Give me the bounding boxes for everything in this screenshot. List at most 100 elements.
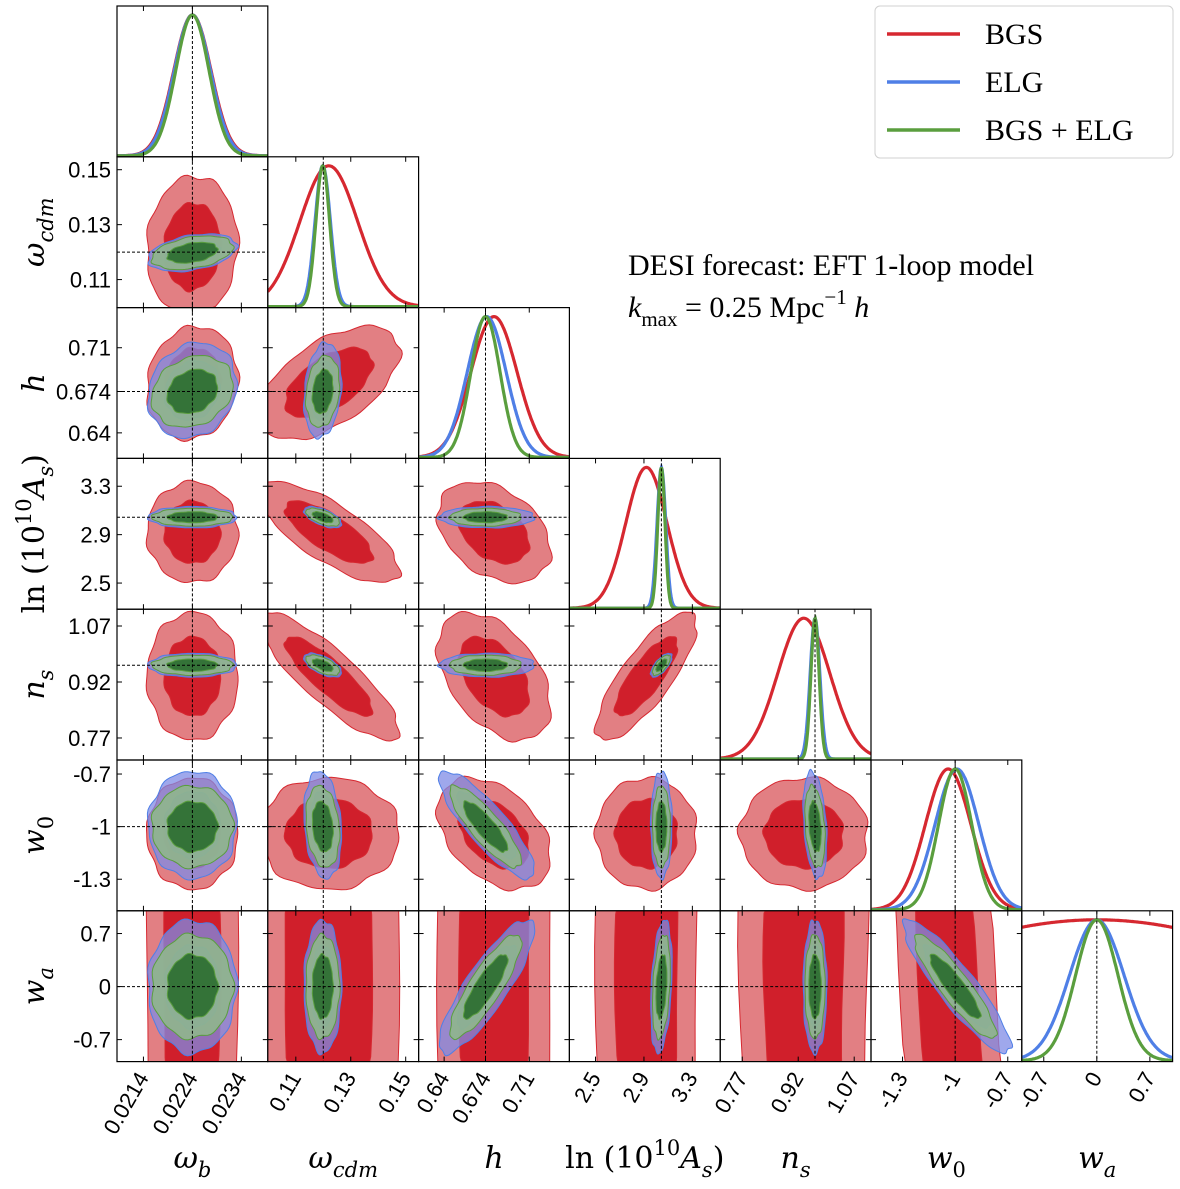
y-tick-label: 2.9 — [80, 523, 111, 548]
label-part: (10 — [604, 1141, 654, 1176]
panel-frame — [719, 608, 872, 761]
x-axis-label-wa: wa — [1078, 1141, 1116, 1182]
posterior-1d-bgs-elg — [720, 614, 871, 761]
x-tick-label: 2.5 — [569, 1068, 606, 1107]
panel-ns-w0 — [719, 759, 872, 912]
y-axis-label-wcdm: ωcdm — [17, 197, 58, 267]
x-axis-label-w0: w0 — [927, 1141, 966, 1182]
x-axis-label-h: h — [484, 1141, 503, 1176]
label-part: cdm — [34, 197, 58, 242]
contour-68-bgs-elg — [311, 368, 334, 415]
panel-wb-wb — [116, 5, 269, 158]
label-part: w — [17, 829, 52, 855]
panel-lnAs-ns — [568, 608, 721, 761]
x-tick-label: 3.3 — [666, 1068, 703, 1107]
y-axis-label-wa: wa — [17, 967, 58, 1005]
label-part: b — [198, 1158, 211, 1182]
panels — [116, 5, 1174, 1063]
y-tick-label: 0.71 — [68, 336, 111, 361]
panel-wcdm-h — [267, 307, 420, 460]
label-part: a — [1104, 1158, 1117, 1182]
label-part: A — [677, 1141, 702, 1176]
panel-wb-w0 — [116, 759, 269, 912]
label-part: ω — [173, 1141, 197, 1176]
panel-lnAs-w0 — [568, 759, 721, 912]
label-part: k — [628, 291, 642, 324]
y-tick-label: 0.77 — [68, 726, 111, 751]
annotation-line1: DESI forecast: EFT 1-loop model — [628, 249, 1034, 282]
legend: BGS ELG BGS + ELG — [874, 5, 1174, 159]
label-part: max — [641, 307, 678, 331]
x-axis-label-lnAs: ln (1010As) — [565, 1136, 724, 1182]
posterior-1d-elg — [267, 163, 419, 308]
y-axis-label-h: h — [17, 373, 52, 392]
panel-ns-ns — [719, 608, 872, 761]
y-tick-label: -1.3 — [73, 867, 111, 892]
y-axis-label-w0: w0 — [17, 816, 58, 855]
posterior-1d-elg — [569, 462, 721, 610]
label-part: w — [927, 1141, 953, 1176]
x-tick-label: 0.7 — [1123, 1068, 1160, 1107]
label-part: 10 — [12, 498, 36, 525]
posterior-1d-bgs — [569, 465, 721, 610]
x-tick-label: 0 — [1079, 1068, 1107, 1091]
panel-wb-lnAs — [116, 457, 269, 610]
posterior-1d-elg — [418, 315, 570, 459]
label-part: n — [17, 680, 52, 699]
label-part: ln — [565, 1141, 603, 1176]
label-part: −1 — [824, 285, 846, 309]
y-tick-label: 0.11 — [70, 268, 111, 293]
panel-wb-h — [116, 307, 269, 460]
y-tick-label: -1 — [91, 815, 111, 840]
y-tick-label: 3.3 — [80, 474, 111, 499]
panel-wcdm-lnAs — [267, 457, 420, 610]
panel-h-ns — [418, 608, 571, 761]
x-tick-label: 0.71 — [497, 1068, 540, 1118]
label-part: cdm — [333, 1158, 378, 1182]
contour-68-bgs — [283, 500, 375, 564]
label-part: ) — [713, 1141, 725, 1176]
posterior-1d-bgs-elg — [569, 466, 721, 610]
panel-wa-wa — [1021, 910, 1174, 1063]
y-tick-label: 0.92 — [68, 670, 111, 695]
x-tick-label: 0.92 — [765, 1068, 808, 1118]
x-tick-label: -0.7 — [977, 1068, 1018, 1113]
legend-label: BGS + ELG — [985, 114, 1134, 147]
x-tick-label: 0.0214 — [98, 1068, 153, 1139]
posterior-1d-elg — [720, 615, 871, 761]
label-part: ω — [308, 1141, 332, 1176]
panel-wcdm-ns — [267, 608, 420, 761]
label-part: n — [781, 1141, 800, 1176]
x-axis-label-wb: ωb — [173, 1141, 211, 1182]
panel-wcdm-w0 — [267, 759, 420, 912]
y-tick-label: -0.7 — [73, 1028, 111, 1053]
label-part: s — [34, 466, 58, 477]
y-tick-label: 0.7 — [80, 922, 111, 947]
label-part: 0 — [34, 816, 58, 829]
panel-ns-wa — [719, 910, 872, 1063]
y-tick-label: 1.07 — [68, 614, 111, 639]
x-tick-label: 0.674 — [447, 1068, 496, 1128]
panel-wb-wa — [116, 910, 269, 1063]
label-part: s — [800, 1158, 811, 1182]
x-tick-label: -1 — [934, 1068, 965, 1097]
posterior-1d-bgs — [871, 767, 1022, 911]
x-tick-label: 1.07 — [821, 1068, 864, 1118]
x-tick-label: 0.77 — [709, 1068, 752, 1118]
y-tick-label: -0.7 — [73, 762, 111, 787]
contour-68-bgs-elg — [311, 511, 334, 524]
x-tick-label: 0.15 — [373, 1068, 416, 1118]
posterior-1d-bgs-elg — [117, 13, 268, 157]
label-part: w — [17, 979, 52, 1005]
label-part: w — [1078, 1141, 1104, 1176]
x-tick-label: 0.13 — [318, 1068, 361, 1118]
label-part: h — [17, 373, 52, 392]
posterior-1d-bgs — [720, 616, 872, 760]
x-tick-label: 0.0224 — [147, 1068, 202, 1139]
y-tick-label: 0.64 — [68, 421, 111, 446]
panel-lnAs-lnAs — [568, 457, 721, 610]
x-tick-label: 0.64 — [411, 1068, 454, 1118]
legend-label: ELG — [985, 66, 1043, 99]
label-part: ln — [17, 575, 52, 613]
posterior-1d-bgs-elg — [418, 314, 570, 459]
